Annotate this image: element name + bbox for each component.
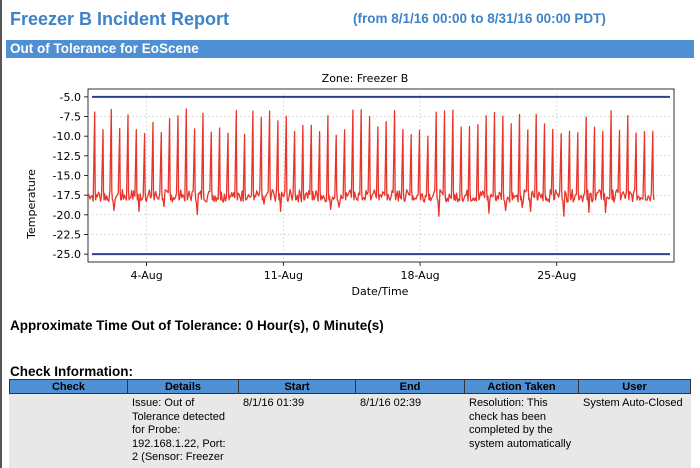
x-tick-label: 25-Aug: [537, 269, 576, 282]
section-header: Out of Tolerance for EoScene: [6, 40, 694, 58]
check-table: Check Details Start End Action Taken Use…: [9, 379, 691, 468]
x-axis-label: Date/Time: [352, 285, 409, 298]
col-start: Start: [238, 379, 356, 394]
report-title: Freezer B Incident Report: [10, 9, 230, 29]
cell-details: Issue: Out of Tolerance detected for Pro…: [127, 393, 239, 468]
check-info-heading: Check Information:: [10, 364, 134, 379]
col-end: End: [355, 379, 465, 394]
y-tick-label: -22.5: [53, 228, 81, 241]
chart-title: Zone: Freezer B: [322, 72, 409, 85]
col-action-taken: Action Taken: [464, 379, 579, 394]
col-details: Details: [127, 379, 239, 394]
cell-end: 8/1/16 02:39: [355, 393, 465, 468]
cell-action-taken: Resolution: This check has been complete…: [464, 393, 579, 468]
y-tick-label: -15.0: [53, 170, 81, 183]
y-tick-label: -20.0: [53, 209, 81, 222]
y-tick-label: -25.0: [53, 248, 81, 261]
cell-user: System Auto-Closed: [578, 393, 691, 468]
y-tick-label: -7.5: [60, 111, 81, 124]
out-of-tolerance-summary: Approximate Time Out of Tolerance: 0 Hou…: [10, 318, 384, 333]
y-tick-label: -5.0: [60, 91, 81, 104]
col-check: Check: [9, 379, 128, 394]
cell-start: 8/1/16 01:39: [238, 393, 356, 468]
report-date-range: (from 8/1/16 00:00 to 8/31/16 00:00 PDT): [353, 11, 606, 26]
x-tick-label: 11-Aug: [264, 269, 303, 282]
page-edge: [0, 0, 2, 468]
y-tick-label: -12.5: [53, 150, 81, 163]
table-row: Issue: Out of Tolerance detected for Pro…: [9, 393, 691, 468]
x-tick-label: 18-Aug: [400, 269, 439, 282]
temperature-chart: Zone: Freezer B Date/Time Temperature -5…: [25, 72, 675, 298]
check-table-header: Check Details Start End Action Taken Use…: [9, 379, 691, 394]
y-tick-label: -10.0: [53, 130, 81, 143]
y-tick-label: -17.5: [53, 189, 81, 202]
temperature-series-line: [87, 108, 655, 217]
y-axis-label: Temperature: [25, 169, 38, 240]
cell-check: [9, 393, 128, 468]
x-tick-label: 4-Aug: [130, 269, 162, 282]
col-user: User: [578, 379, 691, 394]
